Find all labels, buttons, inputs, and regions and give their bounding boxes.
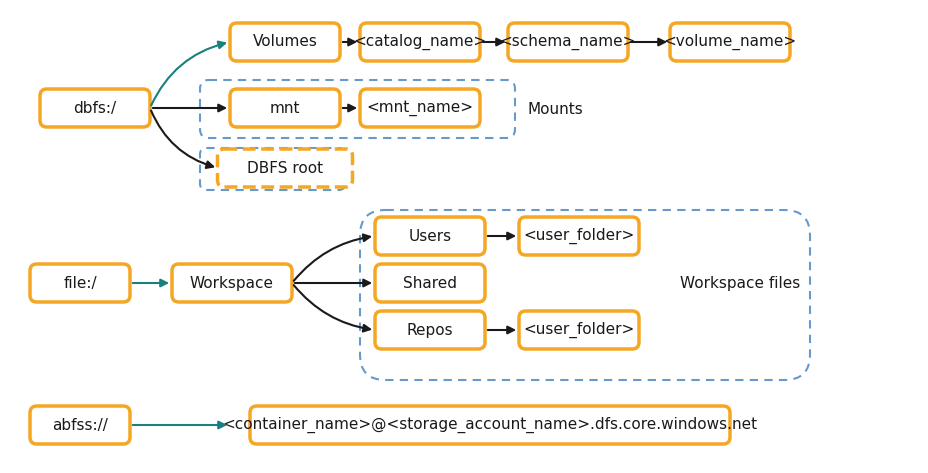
Text: Volumes: Volumes (252, 35, 317, 50)
FancyArrowPatch shape (630, 39, 664, 45)
Text: file:/: file:/ (63, 275, 97, 290)
FancyBboxPatch shape (40, 89, 149, 127)
FancyArrowPatch shape (293, 235, 369, 281)
FancyArrowPatch shape (294, 280, 369, 286)
Text: Shared: Shared (403, 275, 457, 290)
FancyBboxPatch shape (217, 149, 352, 187)
FancyBboxPatch shape (30, 406, 130, 444)
Text: Repos: Repos (406, 323, 453, 338)
Text: <container_name>@<storage_account_name>.dfs.core.windows.net: <container_name>@<storage_account_name>.… (222, 417, 756, 433)
FancyArrowPatch shape (487, 233, 513, 239)
Text: <schema_name>: <schema_name> (499, 34, 636, 50)
FancyBboxPatch shape (200, 80, 514, 138)
FancyArrowPatch shape (342, 39, 354, 45)
FancyArrowPatch shape (487, 327, 513, 333)
FancyBboxPatch shape (519, 311, 638, 349)
Text: <volume_name>: <volume_name> (663, 34, 795, 50)
FancyBboxPatch shape (360, 210, 809, 380)
Text: Workspace: Workspace (190, 275, 274, 290)
Text: <mnt_name>: <mnt_name> (367, 100, 473, 116)
FancyBboxPatch shape (519, 217, 638, 255)
FancyArrowPatch shape (151, 42, 225, 105)
FancyArrowPatch shape (152, 105, 225, 111)
FancyArrowPatch shape (133, 280, 167, 286)
FancyArrowPatch shape (293, 285, 369, 332)
Text: mnt: mnt (269, 100, 300, 115)
Text: DBFS root: DBFS root (247, 160, 323, 175)
FancyBboxPatch shape (375, 217, 484, 255)
Text: abfss://: abfss:// (52, 418, 108, 432)
FancyBboxPatch shape (508, 23, 627, 61)
FancyArrowPatch shape (133, 421, 225, 429)
FancyBboxPatch shape (669, 23, 789, 61)
Text: <user_folder>: <user_folder> (522, 228, 634, 244)
FancyBboxPatch shape (360, 23, 480, 61)
FancyBboxPatch shape (172, 264, 291, 302)
Text: dbfs:/: dbfs:/ (73, 100, 116, 115)
Text: <catalog_name>: <catalog_name> (353, 34, 486, 50)
FancyBboxPatch shape (30, 264, 130, 302)
FancyArrowPatch shape (342, 105, 354, 111)
Text: Mounts: Mounts (526, 102, 582, 116)
FancyBboxPatch shape (360, 89, 480, 127)
Text: Users: Users (408, 228, 451, 244)
FancyBboxPatch shape (230, 89, 340, 127)
FancyBboxPatch shape (375, 264, 484, 302)
Text: Workspace files: Workspace files (679, 275, 799, 290)
FancyArrowPatch shape (483, 39, 502, 45)
FancyArrowPatch shape (151, 111, 213, 168)
FancyBboxPatch shape (375, 311, 484, 349)
FancyBboxPatch shape (250, 406, 729, 444)
Text: <user_folder>: <user_folder> (522, 322, 634, 338)
FancyBboxPatch shape (230, 23, 340, 61)
FancyBboxPatch shape (200, 148, 344, 190)
